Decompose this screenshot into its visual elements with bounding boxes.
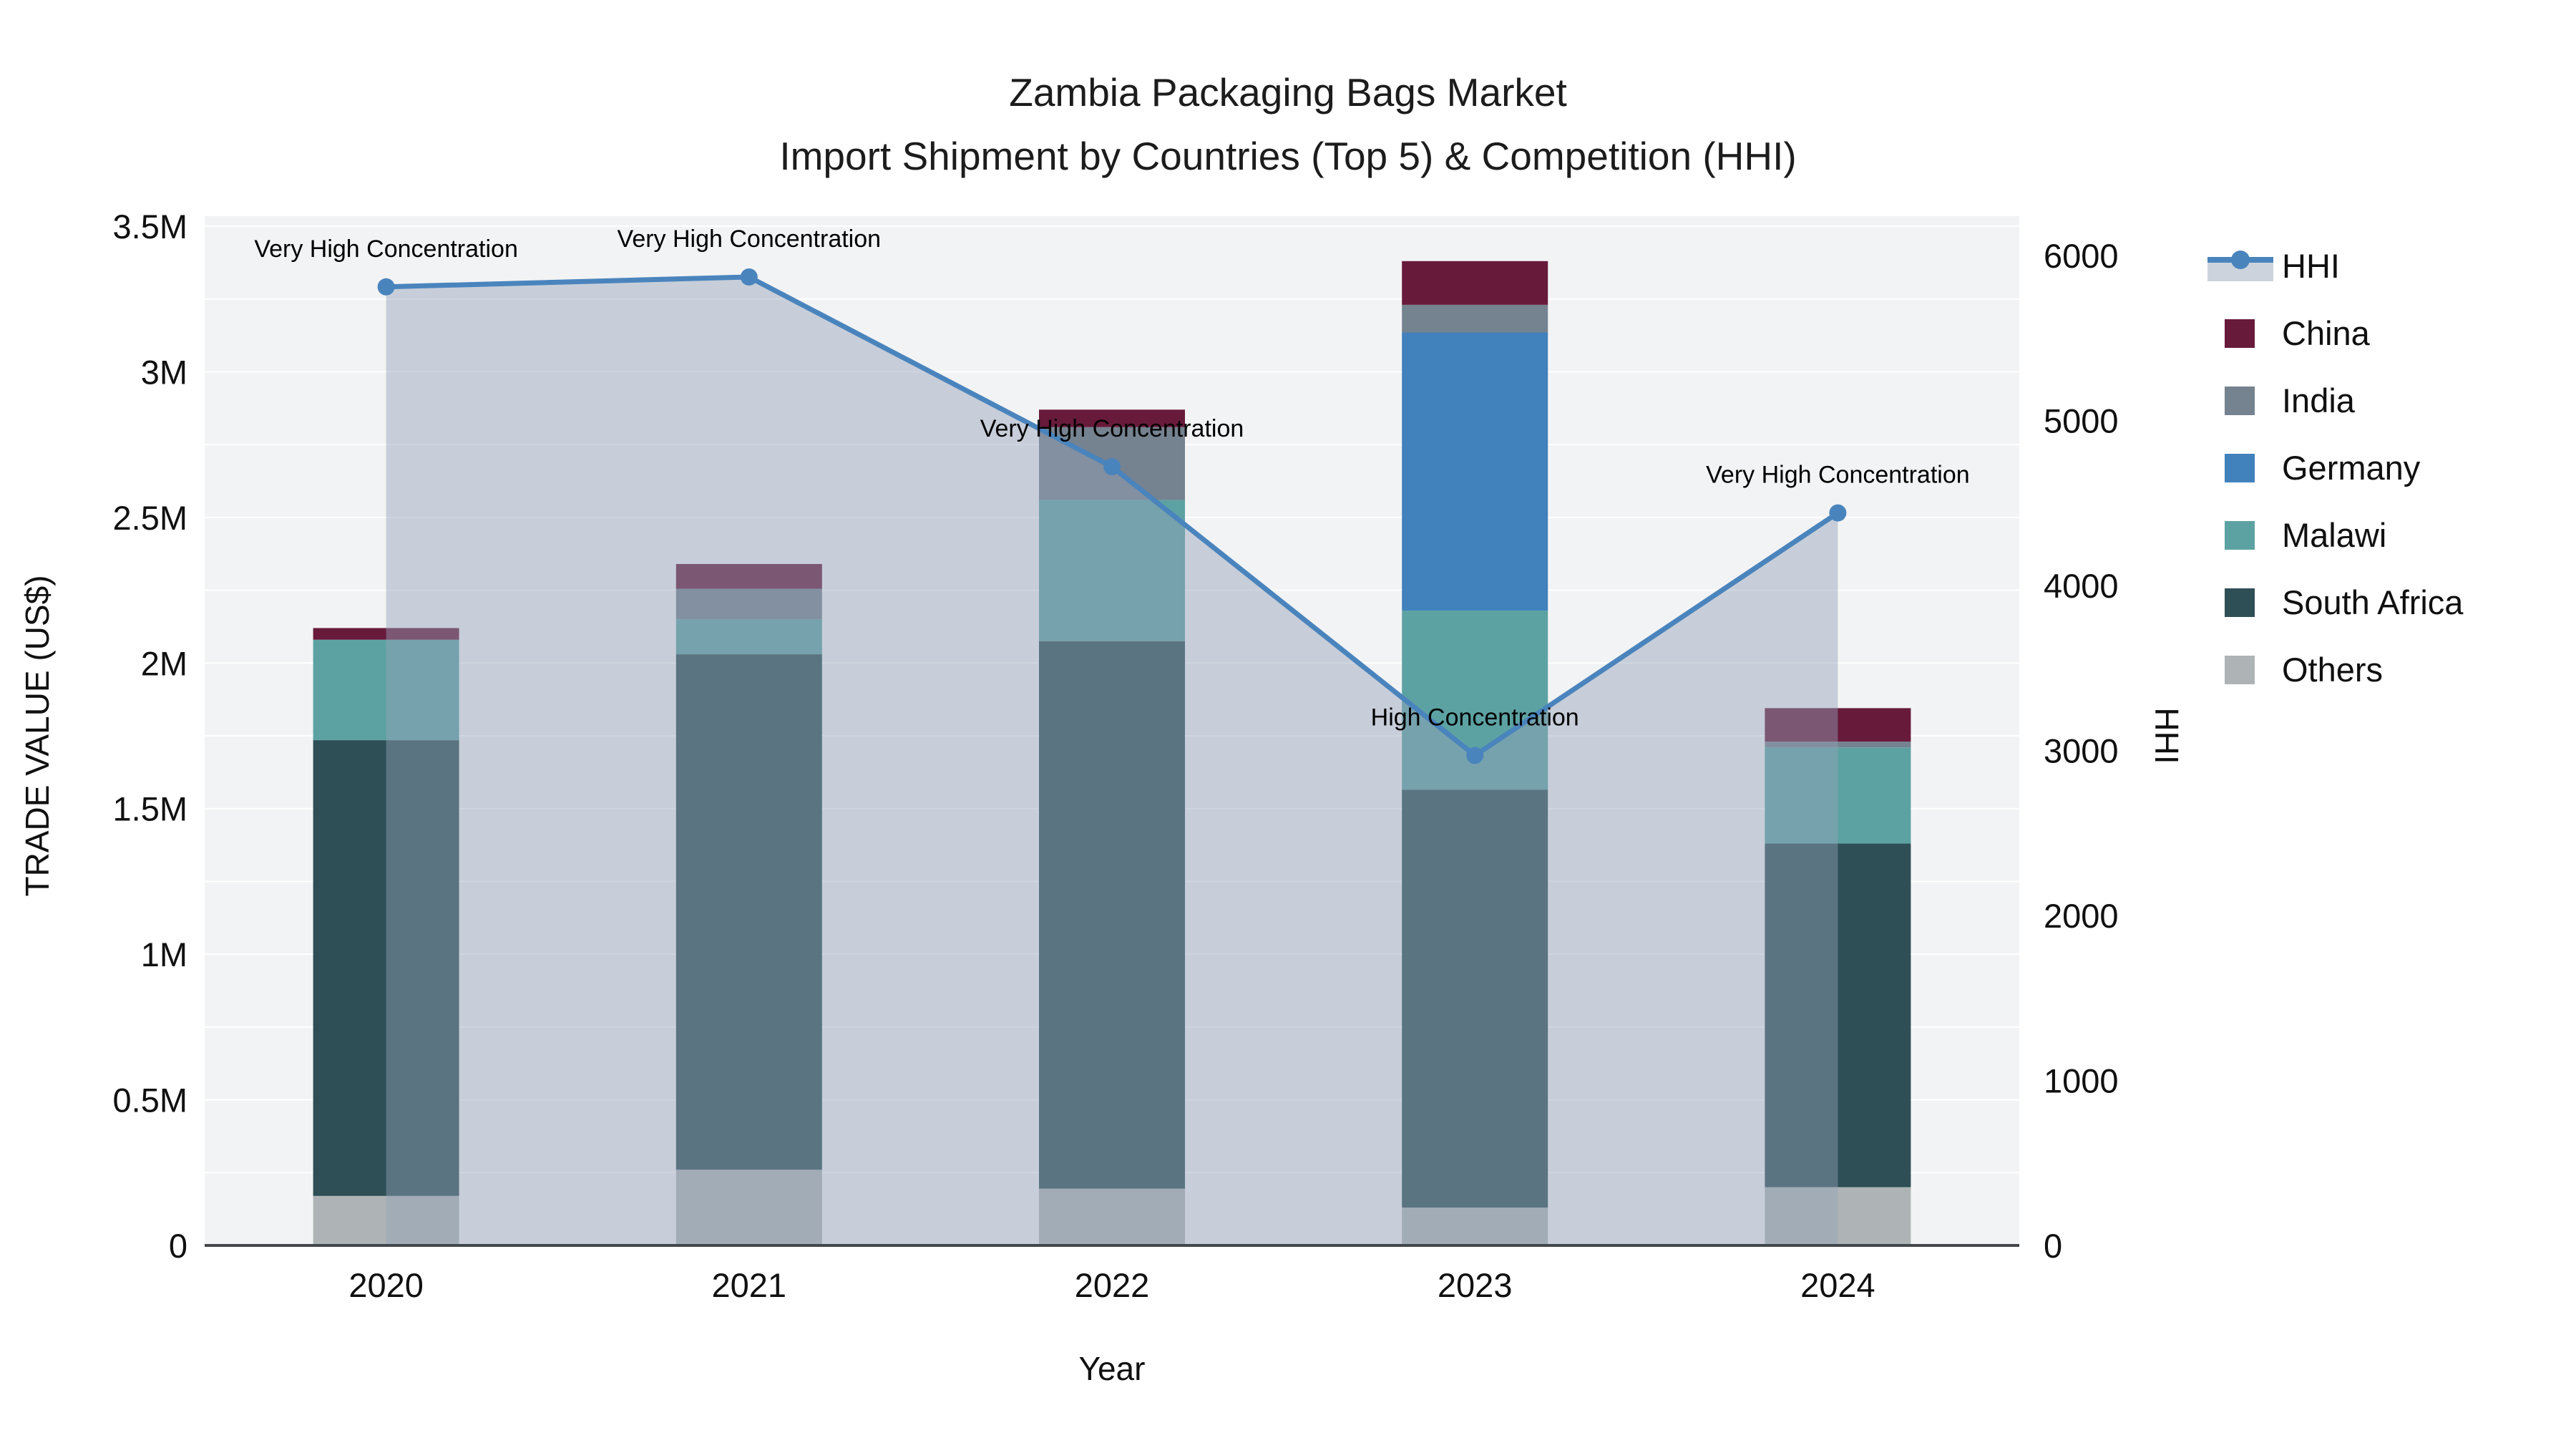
y-left-tick-0.5M: 0.5M	[113, 1082, 188, 1119]
bar-segment-malawi-2024	[1765, 747, 1911, 844]
x-tick-2023: 2023	[1438, 1266, 1513, 1304]
bar-segment-south-africa-2024	[1765, 843, 1911, 1187]
bar-segment-others-2022	[1039, 1188, 1185, 1245]
bar-segment-malawi-2021	[675, 619, 822, 655]
chart-title-line2: Import Shipment by Countries (Top 5) & C…	[779, 134, 1796, 178]
stacked-bars-layer	[313, 261, 1911, 1245]
y-left-tick-1M: 1M	[141, 936, 187, 973]
legend: HHI China India Germany Malawi South Africa Ot…	[2207, 247, 2464, 689]
bar-segment-south-africa-2023	[1402, 789, 1548, 1208]
legend-label-china: China	[2282, 314, 2371, 352]
y-left-tick-0: 0	[169, 1227, 187, 1265]
annotations-layer: Very High Concentration Very High Concent…	[254, 225, 1969, 731]
y-right-tick-5000: 5000	[2044, 402, 2119, 440]
y-right-tick-2000: 2000	[2044, 897, 2119, 935]
y-right-tick-3000: 3000	[2044, 732, 2119, 770]
hhi-marker-2021	[740, 268, 758, 286]
legend-item-others[interactable]: Others	[2225, 651, 2383, 689]
hhi-annotation-2022: Very High Concentration	[980, 415, 1244, 442]
bar-segment-malawi-2020	[313, 639, 459, 741]
legend-swatch-south-africa	[2225, 588, 2255, 617]
legend-swatch-germany	[2225, 454, 2255, 482]
legend-swatch-india	[2225, 387, 2255, 415]
hhi-marker-2022	[1103, 458, 1121, 476]
legend-item-south-africa[interactable]: South Africa	[2225, 583, 2464, 621]
bar-segment-china-2022	[1039, 409, 1185, 427]
hhi-annotation-2021: Very High Concentration	[618, 225, 882, 253]
legend-swatch-malawi	[2225, 521, 2255, 550]
bar-segment-malawi-2022	[1039, 500, 1185, 641]
bar-segment-india-2023	[1402, 304, 1548, 333]
y-right-tick-1000: 1000	[2044, 1062, 2119, 1100]
bar-segment-india-2024	[1765, 742, 1911, 748]
tick-labels-layer: 0 0.5M 1M 1.5M 2M 2.5M 3M 3.5M 0 1000 2000 3000 4000…	[113, 208, 2119, 1304]
y-left-tick-2.5M: 2.5M	[113, 499, 188, 537]
hhi-marker-2023	[1466, 747, 1484, 764]
x-axis-title: Year	[1079, 1350, 1146, 1387]
legend-item-malawi[interactable]: Malawi	[2225, 516, 2386, 554]
bar-segment-china-2023	[1402, 261, 1548, 305]
y-left-tick-1.5M: 1.5M	[113, 790, 188, 828]
hhi-legend-marker-icon	[2231, 251, 2250, 269]
legend-item-germany[interactable]: Germany	[2225, 449, 2421, 487]
y-right-tick-4000: 4000	[2044, 567, 2119, 605]
legend-swatch-china	[2225, 319, 2255, 348]
bar-segment-south-africa-2020	[313, 740, 459, 1196]
legend-swatch-others	[2225, 656, 2255, 684]
bar-segment-others-2024	[1765, 1187, 1911, 1245]
bar-segment-china-2024	[1765, 708, 1911, 742]
bar-segment-others-2020	[313, 1195, 459, 1245]
x-tick-2022: 2022	[1075, 1266, 1150, 1304]
bar-segment-germany-2023	[1402, 332, 1548, 611]
hhi-annotation-2020: Very High Concentration	[254, 235, 518, 263]
bar-segment-china-2021	[675, 563, 822, 589]
x-tick-2024: 2024	[1800, 1266, 1875, 1304]
chart-title-line1: Zambia Packaging Bags Market	[1009, 70, 1567, 115]
y-left-tick-3M: 3M	[141, 353, 187, 391]
y-right-tick-0: 0	[2044, 1227, 2062, 1265]
y-left-tick-3.5M: 3.5M	[113, 208, 188, 246]
legend-label-malawi: Malawi	[2282, 516, 2386, 554]
hhi-annotation-2024: Very High Concentration	[1706, 462, 1970, 489]
hhi-marker-2020	[377, 278, 395, 296]
hhi-area-fill	[386, 276, 1838, 1246]
bar-segment-south-africa-2022	[1039, 641, 1185, 1189]
x-tick-2021: 2021	[712, 1266, 787, 1304]
bar-segment-others-2021	[675, 1170, 822, 1245]
y-axis-title-right: HHI	[2148, 707, 2185, 764]
legend-item-india[interactable]: India	[2225, 382, 2356, 419]
legend-label-others: Others	[2282, 651, 2383, 689]
legend-label-germany: Germany	[2282, 449, 2421, 487]
bar-segment-china-2020	[313, 628, 459, 640]
y-axis-title-left: TRADE VALUE (US$)	[19, 575, 56, 896]
legend-item-china[interactable]: China	[2225, 314, 2371, 352]
y-right-tick-6000: 6000	[2044, 237, 2119, 275]
y-left-tick-2M: 2M	[141, 644, 187, 682]
hhi-line-layer	[377, 268, 1847, 764]
legend-label-india: India	[2282, 382, 2356, 419]
bar-segment-india-2021	[675, 588, 822, 620]
hhi-area-layer	[386, 276, 1838, 1246]
legend-item-hhi[interactable]: HHI	[2207, 247, 2340, 285]
bar-segment-south-africa-2021	[675, 654, 822, 1170]
bar-segment-others-2023	[1402, 1207, 1548, 1245]
hhi-annotation-2023: High Concentration	[1371, 704, 1579, 731]
legend-label-hhi: HHI	[2282, 247, 2340, 285]
hhi-marker-2024	[1829, 504, 1847, 522]
legend-label-south-africa: South Africa	[2282, 583, 2464, 621]
x-tick-2020: 2020	[348, 1266, 424, 1304]
